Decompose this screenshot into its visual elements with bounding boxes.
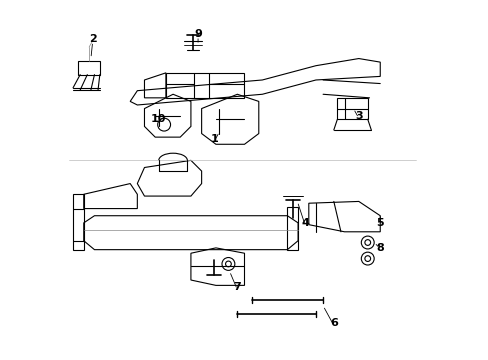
Bar: [78, 61, 100, 75]
Text: 9: 9: [194, 28, 202, 39]
Text: 7: 7: [233, 282, 241, 292]
Bar: [165, 73, 194, 98]
Text: 1: 1: [210, 134, 218, 144]
Text: 10: 10: [151, 114, 166, 124]
Text: 4: 4: [301, 218, 308, 228]
Text: 2: 2: [89, 34, 96, 44]
Bar: [287, 207, 298, 249]
Bar: [337, 98, 367, 119]
Bar: [208, 73, 244, 98]
Text: 8: 8: [376, 243, 384, 253]
Text: 5: 5: [376, 218, 383, 228]
Text: 3: 3: [354, 111, 362, 121]
Text: 6: 6: [329, 318, 337, 328]
